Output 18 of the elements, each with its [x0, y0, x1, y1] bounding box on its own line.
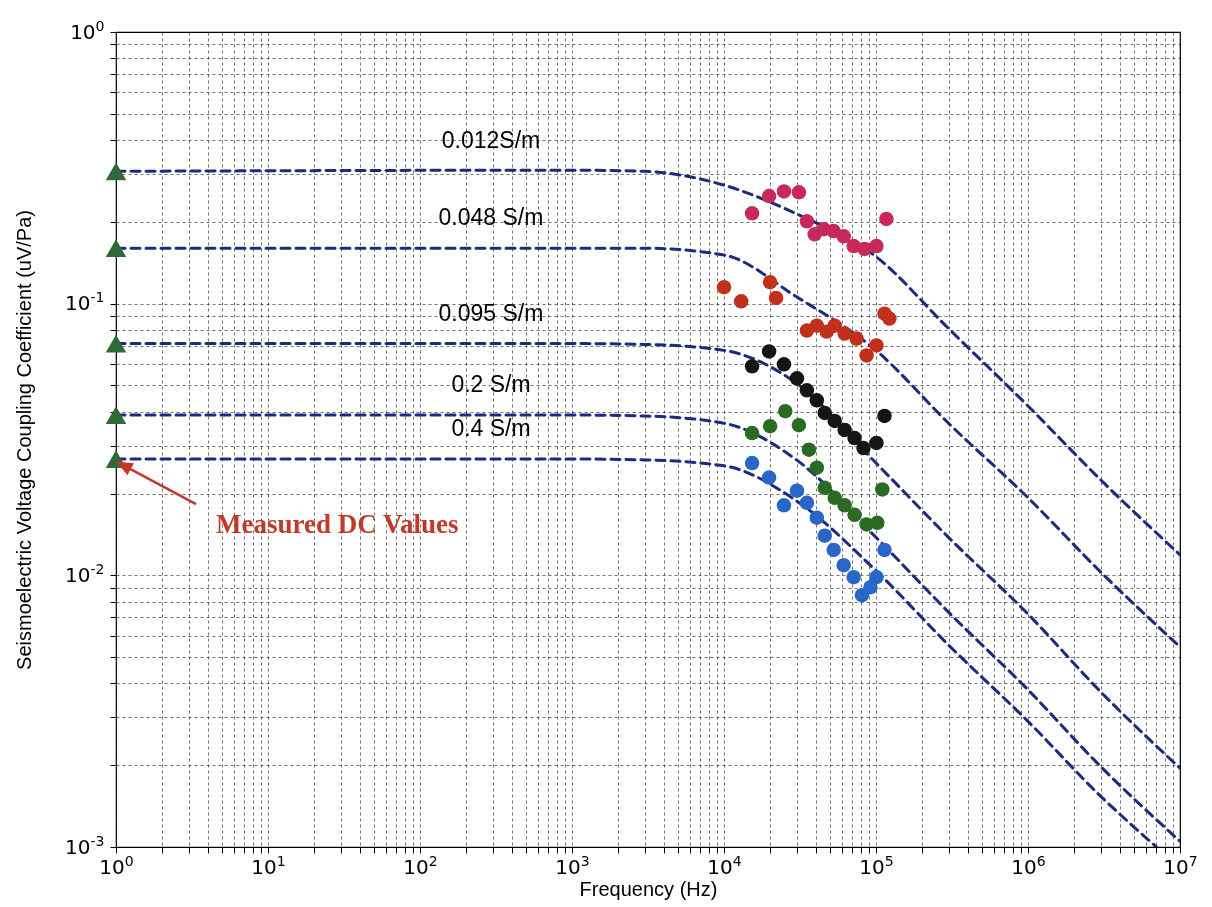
annotation: 0.4 S/m	[451, 415, 531, 442]
annotation: 0.012S/m	[441, 127, 541, 154]
x-tick-label: 10$^{1}$	[251, 852, 286, 879]
x-tick-label: 10$^{6}$	[1011, 852, 1046, 879]
x-axis-title: Frequency (Hz)	[579, 877, 718, 900]
x-tick-label: 10$^{2}$	[403, 852, 438, 879]
annotation: 0.048 S/m	[438, 204, 544, 231]
x-tick-label: 10$^{7}$	[1163, 852, 1198, 879]
annotation: Measured DC Values	[216, 509, 459, 540]
x-tick-label: 10$^{3}$	[555, 852, 590, 879]
y-tick-label: 10$^{0}$	[70, 17, 105, 44]
annotation: 0.095 S/m	[438, 299, 544, 326]
y-tick-label: 10$^{-1}$	[65, 289, 105, 316]
y-tick-label: 10$^{-2}$	[65, 560, 105, 587]
y-axis-title: Seismoelectric Voltage Coupling Coefficient (uV/Pa)	[12, 210, 35, 670]
x-tick-label: 10$^{4}$	[707, 852, 742, 879]
annotation: 0.2 S/m	[451, 371, 531, 398]
x-tick-label: 10$^{5}$	[859, 852, 894, 879]
